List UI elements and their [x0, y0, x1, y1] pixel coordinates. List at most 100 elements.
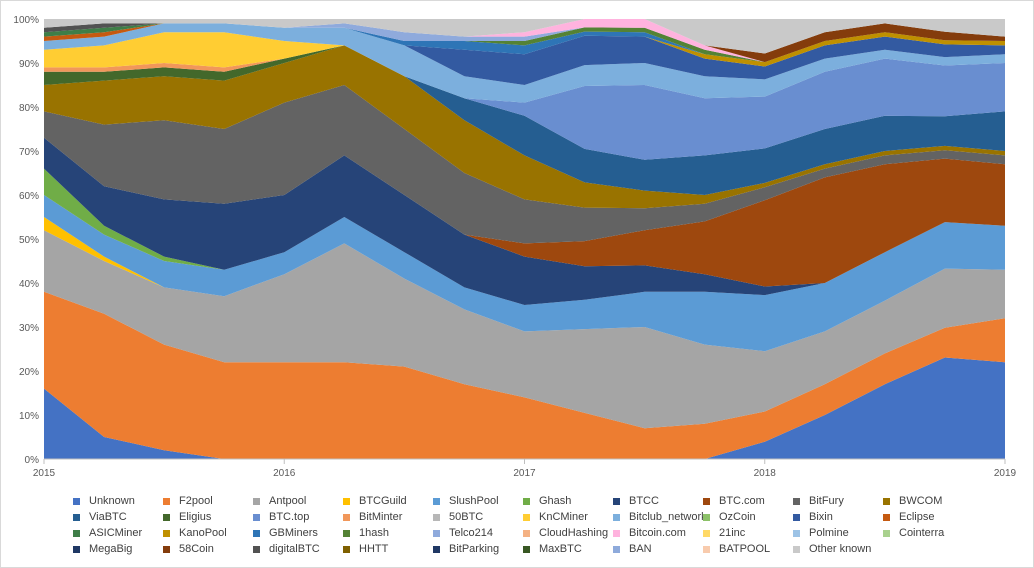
legend-swatch	[433, 497, 440, 505]
area-series-2	[44, 230, 1005, 429]
legend-item: BitFury	[793, 494, 844, 508]
legend-item: BitMinter	[343, 510, 402, 524]
legend-item: BAN	[613, 542, 652, 556]
y-axis: 0% 10% 20% 30% 40% 50% 60% 70% 80% 90% 100%	[13, 15, 39, 466]
legend-swatch	[793, 513, 800, 521]
legend-swatch	[253, 513, 260, 521]
x-tick-label: 2016	[273, 468, 296, 479]
legend-label: BTC.com	[719, 495, 765, 507]
legend-item: digitalBTC	[253, 542, 320, 556]
legend-label: CloudHashing	[539, 527, 609, 539]
area-series-38	[44, 19, 1005, 54]
legend-label: 21inc	[719, 527, 746, 539]
legend-label: KnCMiner	[539, 511, 588, 523]
legend-label: ASICMiner	[89, 527, 143, 539]
y-tick-label: 90%	[19, 59, 39, 70]
area-series-12	[44, 45, 1005, 160]
legend-label: Antpool	[269, 495, 307, 507]
legend-item: F2pool	[163, 494, 213, 508]
y-tick-label: 80%	[19, 103, 39, 114]
area-series-16	[44, 23, 1005, 103]
legend-item: KanoPool	[163, 526, 227, 540]
legend-swatch	[883, 497, 890, 505]
legend-item: BTC.top	[253, 510, 309, 524]
legend-item: 1hash	[343, 526, 389, 540]
legend-swatch	[163, 497, 170, 505]
legend-swatch	[343, 513, 350, 521]
legend-label: BWCOM	[899, 495, 943, 507]
legend-swatch	[163, 545, 170, 553]
legend-swatch	[343, 529, 350, 537]
legend-label: Bixin	[809, 511, 833, 523]
legend-swatch	[883, 513, 890, 521]
legend-item: Polmine	[793, 526, 849, 540]
legend-swatch	[253, 545, 260, 553]
legend-item: BATPOOL	[703, 542, 770, 556]
legend-swatch	[343, 497, 350, 505]
area-series-18	[44, 23, 1005, 85]
legend-swatch	[73, 497, 80, 505]
legend-swatch	[523, 497, 530, 505]
legend-label: MegaBig	[89, 543, 133, 555]
legend-label: Bitcoin.com	[629, 527, 686, 539]
legend-swatch	[73, 545, 80, 553]
legend-label: Eligius	[179, 511, 212, 523]
y-tick-label: 10%	[19, 411, 39, 422]
area-series-7	[44, 137, 1005, 287]
legend-swatch	[793, 529, 800, 537]
x-tick-label: 2015	[33, 468, 56, 479]
x-tick-label: 2019	[994, 468, 1017, 479]
legend-swatch	[433, 513, 440, 521]
legend-item: HHTT	[343, 542, 388, 556]
legend-swatch	[703, 513, 710, 521]
legend-item: 50BTC	[433, 510, 483, 524]
legend-swatch	[433, 529, 440, 537]
y-tick-label: 20%	[19, 367, 39, 378]
legend-label: BitParking	[449, 543, 500, 555]
legend-swatch	[523, 513, 530, 521]
legend-swatch	[793, 497, 800, 505]
legend-item: OzCoin	[703, 510, 756, 524]
area-series-4	[44, 195, 1005, 352]
legend-item: ASICMiner	[73, 526, 142, 540]
legend-swatch	[163, 529, 170, 537]
y-tick-label: 50%	[19, 235, 39, 246]
legend-item: Bitclub_network	[613, 510, 707, 524]
legend-swatch	[73, 529, 80, 537]
legend-swatch	[703, 545, 710, 553]
legend-swatch	[703, 497, 710, 505]
legend-swatch	[523, 545, 530, 553]
legend-swatch	[613, 497, 620, 505]
legend-swatch	[343, 545, 350, 553]
legend-swatch	[253, 497, 260, 505]
legend-item: Cointerra	[883, 526, 944, 540]
x-tick-label: 2018	[754, 468, 777, 479]
legend-item: Ghash	[523, 494, 571, 508]
x-axis: 2015 2016 2017 2018 2019	[33, 458, 1017, 479]
x-tick-label: 2017	[513, 468, 536, 479]
legend-swatch	[613, 513, 620, 521]
legend-label: 1hash	[359, 527, 389, 539]
legend-label: 50BTC	[449, 511, 484, 523]
legend-item: BWCOM	[883, 494, 942, 508]
legend-item: Telco214	[433, 526, 493, 540]
legend-label: BitMinter	[359, 511, 403, 523]
legend-label: MaxBTC	[539, 543, 582, 555]
legend-item: Other known	[793, 542, 871, 556]
area-series-1	[44, 291, 1005, 459]
legend-label: HHTT	[359, 543, 389, 555]
legend-item: MegaBig	[73, 542, 132, 556]
legend-label: BTCC	[629, 495, 659, 507]
plot-areas	[44, 19, 1005, 459]
area-series-23	[44, 23, 1005, 63]
legend-item: Eligius	[163, 510, 211, 524]
legend-label: SlushPool	[449, 495, 499, 507]
y-tick-label: 30%	[19, 323, 39, 334]
legend-label: digitalBTC	[269, 543, 320, 555]
legend-swatch	[73, 513, 80, 521]
legend-item: GBMiners	[253, 526, 318, 540]
area-series-19	[44, 23, 1005, 67]
legend-label: BTCGuild	[359, 495, 407, 507]
legend-item: BTC.com	[703, 494, 765, 508]
area-series-31	[44, 19, 1005, 63]
